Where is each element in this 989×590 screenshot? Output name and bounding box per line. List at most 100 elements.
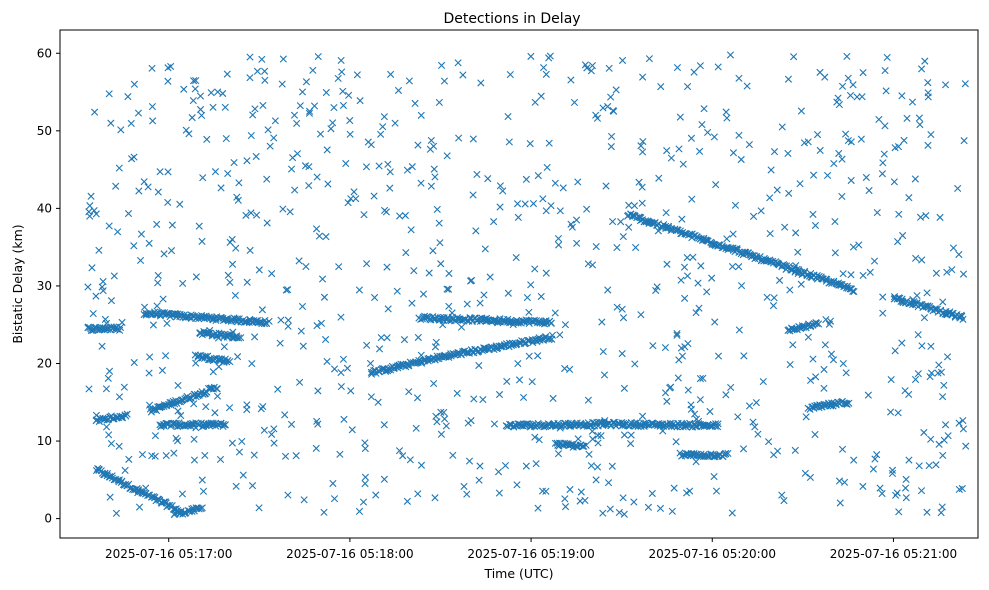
noise-point xyxy=(232,482,240,490)
noise-point xyxy=(696,375,705,383)
noise-point xyxy=(935,361,943,369)
noise-point xyxy=(442,422,450,430)
noise-point xyxy=(830,159,838,168)
noise-point xyxy=(174,381,182,389)
noise-point xyxy=(786,360,794,369)
noise-point xyxy=(153,220,161,228)
noise-point xyxy=(927,435,935,443)
noise-point xyxy=(806,473,815,482)
noise-point xyxy=(380,475,388,483)
noise-point xyxy=(372,491,380,499)
noise-point xyxy=(677,276,685,284)
noise-point xyxy=(391,119,399,127)
noise-point xyxy=(751,423,759,431)
noise-point xyxy=(99,277,107,286)
y-tick-label: 60 xyxy=(37,46,52,60)
noise-point xyxy=(961,80,969,88)
noise-point xyxy=(199,174,207,182)
noise-point xyxy=(687,134,696,142)
noise-point xyxy=(185,130,193,138)
noise-point xyxy=(554,450,563,458)
noise-point xyxy=(263,219,271,227)
noise-point xyxy=(188,114,196,122)
noise-point xyxy=(164,309,173,318)
noise-point xyxy=(637,142,645,150)
noise-point xyxy=(427,136,435,145)
noise-point xyxy=(167,247,176,255)
noise-point xyxy=(495,390,504,399)
noise-point xyxy=(639,73,647,81)
noise-point xyxy=(525,352,533,360)
noise-point xyxy=(757,207,765,215)
noise-point xyxy=(135,503,144,511)
noise-point xyxy=(399,452,407,460)
track-point xyxy=(178,311,186,319)
noise-point xyxy=(202,403,210,411)
noise-point xyxy=(668,507,676,515)
noise-point xyxy=(608,462,616,470)
track-point xyxy=(127,484,135,493)
noise-point xyxy=(364,138,372,146)
noise-point xyxy=(935,440,943,448)
noise-point xyxy=(943,268,951,276)
noise-point xyxy=(305,109,314,117)
noise-point xyxy=(295,257,303,265)
noise-point xyxy=(589,435,597,443)
noise-point xyxy=(84,283,92,291)
noise-point xyxy=(729,149,738,157)
noise-point xyxy=(939,451,947,460)
noise-point xyxy=(115,393,124,401)
noise-point xyxy=(115,164,123,172)
noise-point xyxy=(417,179,425,187)
noise-point xyxy=(880,150,888,158)
noise-point xyxy=(674,374,682,382)
noise-point xyxy=(531,265,539,273)
noise-point xyxy=(588,61,597,70)
noise-point xyxy=(248,359,256,368)
noise-point xyxy=(145,401,154,409)
noise-point xyxy=(371,293,379,302)
noise-point xyxy=(459,71,467,79)
noise-point xyxy=(539,195,547,203)
noise-point xyxy=(266,142,274,150)
noise-point xyxy=(316,130,325,138)
noise-point xyxy=(101,315,109,323)
noise-point xyxy=(88,264,96,272)
noise-point xyxy=(522,175,530,183)
noise-point xyxy=(836,499,844,507)
noise-point xyxy=(584,396,592,404)
track-point xyxy=(721,450,730,458)
noise-point xyxy=(927,369,936,377)
noise-point xyxy=(102,319,111,327)
noise-point xyxy=(281,411,289,419)
noise-point xyxy=(360,211,368,219)
noise-point xyxy=(859,69,867,77)
noise-point xyxy=(607,143,615,151)
noise-point xyxy=(737,282,746,290)
noise-point xyxy=(781,223,789,231)
noise-point xyxy=(92,292,100,300)
noise-point xyxy=(214,334,223,342)
noise-point xyxy=(355,507,364,515)
noise-point xyxy=(164,198,172,207)
noise-point xyxy=(613,303,621,311)
noise-point xyxy=(915,114,923,122)
noise-point xyxy=(292,452,300,460)
noise-point xyxy=(264,126,272,134)
noise-point xyxy=(164,77,172,85)
noise-point xyxy=(809,210,817,218)
noise-point xyxy=(539,63,548,72)
noise-point xyxy=(504,112,512,121)
noise-point xyxy=(515,376,524,384)
noise-point xyxy=(711,318,719,326)
noise-point xyxy=(148,103,157,111)
noise-point xyxy=(809,355,817,363)
noise-point xyxy=(414,141,422,149)
noise-point xyxy=(731,201,740,209)
noise-point xyxy=(156,168,164,176)
noise-point xyxy=(246,74,254,82)
noise-point xyxy=(645,55,653,63)
noise-point xyxy=(617,218,625,226)
noise-point xyxy=(561,364,569,373)
noise-point xyxy=(735,131,743,139)
